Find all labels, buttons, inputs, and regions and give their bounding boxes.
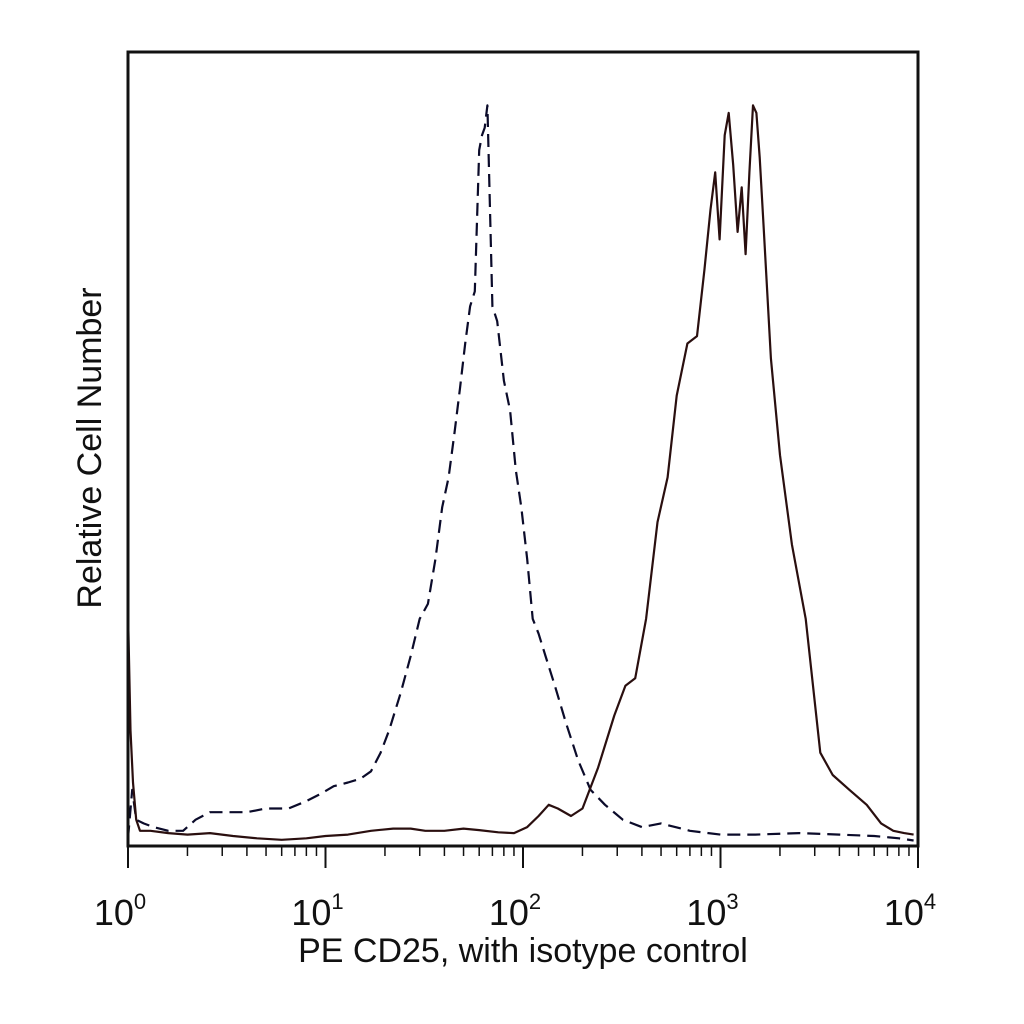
x-tick-label-base: 10 [884, 892, 924, 933]
x-tick-label: 101 [291, 889, 343, 933]
x-tick-label-base: 10 [686, 892, 726, 933]
x-tick-label-exponent: 3 [726, 889, 738, 914]
x-tick-label-base: 10 [291, 892, 331, 933]
isotype-control-histogram-line [126, 104, 914, 842]
x-axis-tick-labels: 100 101 102 103 104 [94, 889, 936, 933]
series-layer [126, 104, 914, 842]
x-tick-label-exponent: 0 [134, 889, 146, 914]
x-axis-ticks [127, 846, 919, 868]
x-tick-label-base: 10 [489, 892, 529, 933]
x-tick-label: 100 [94, 889, 146, 933]
x-tick-label-exponent: 1 [331, 889, 343, 914]
x-tick-label: 102 [489, 889, 541, 933]
x-tick-label: 103 [686, 889, 738, 933]
x-tick-label: 104 [884, 889, 936, 933]
x-axis-title: PE CD25, with isotype control [298, 932, 748, 970]
x-tick-label-exponent: 2 [529, 889, 541, 914]
x-tick-label-exponent: 4 [924, 889, 936, 914]
cd25-histogram-line [126, 104, 914, 841]
x-tick-label-base: 10 [94, 892, 134, 933]
y-axis-title: Relative Cell Number [71, 287, 109, 608]
